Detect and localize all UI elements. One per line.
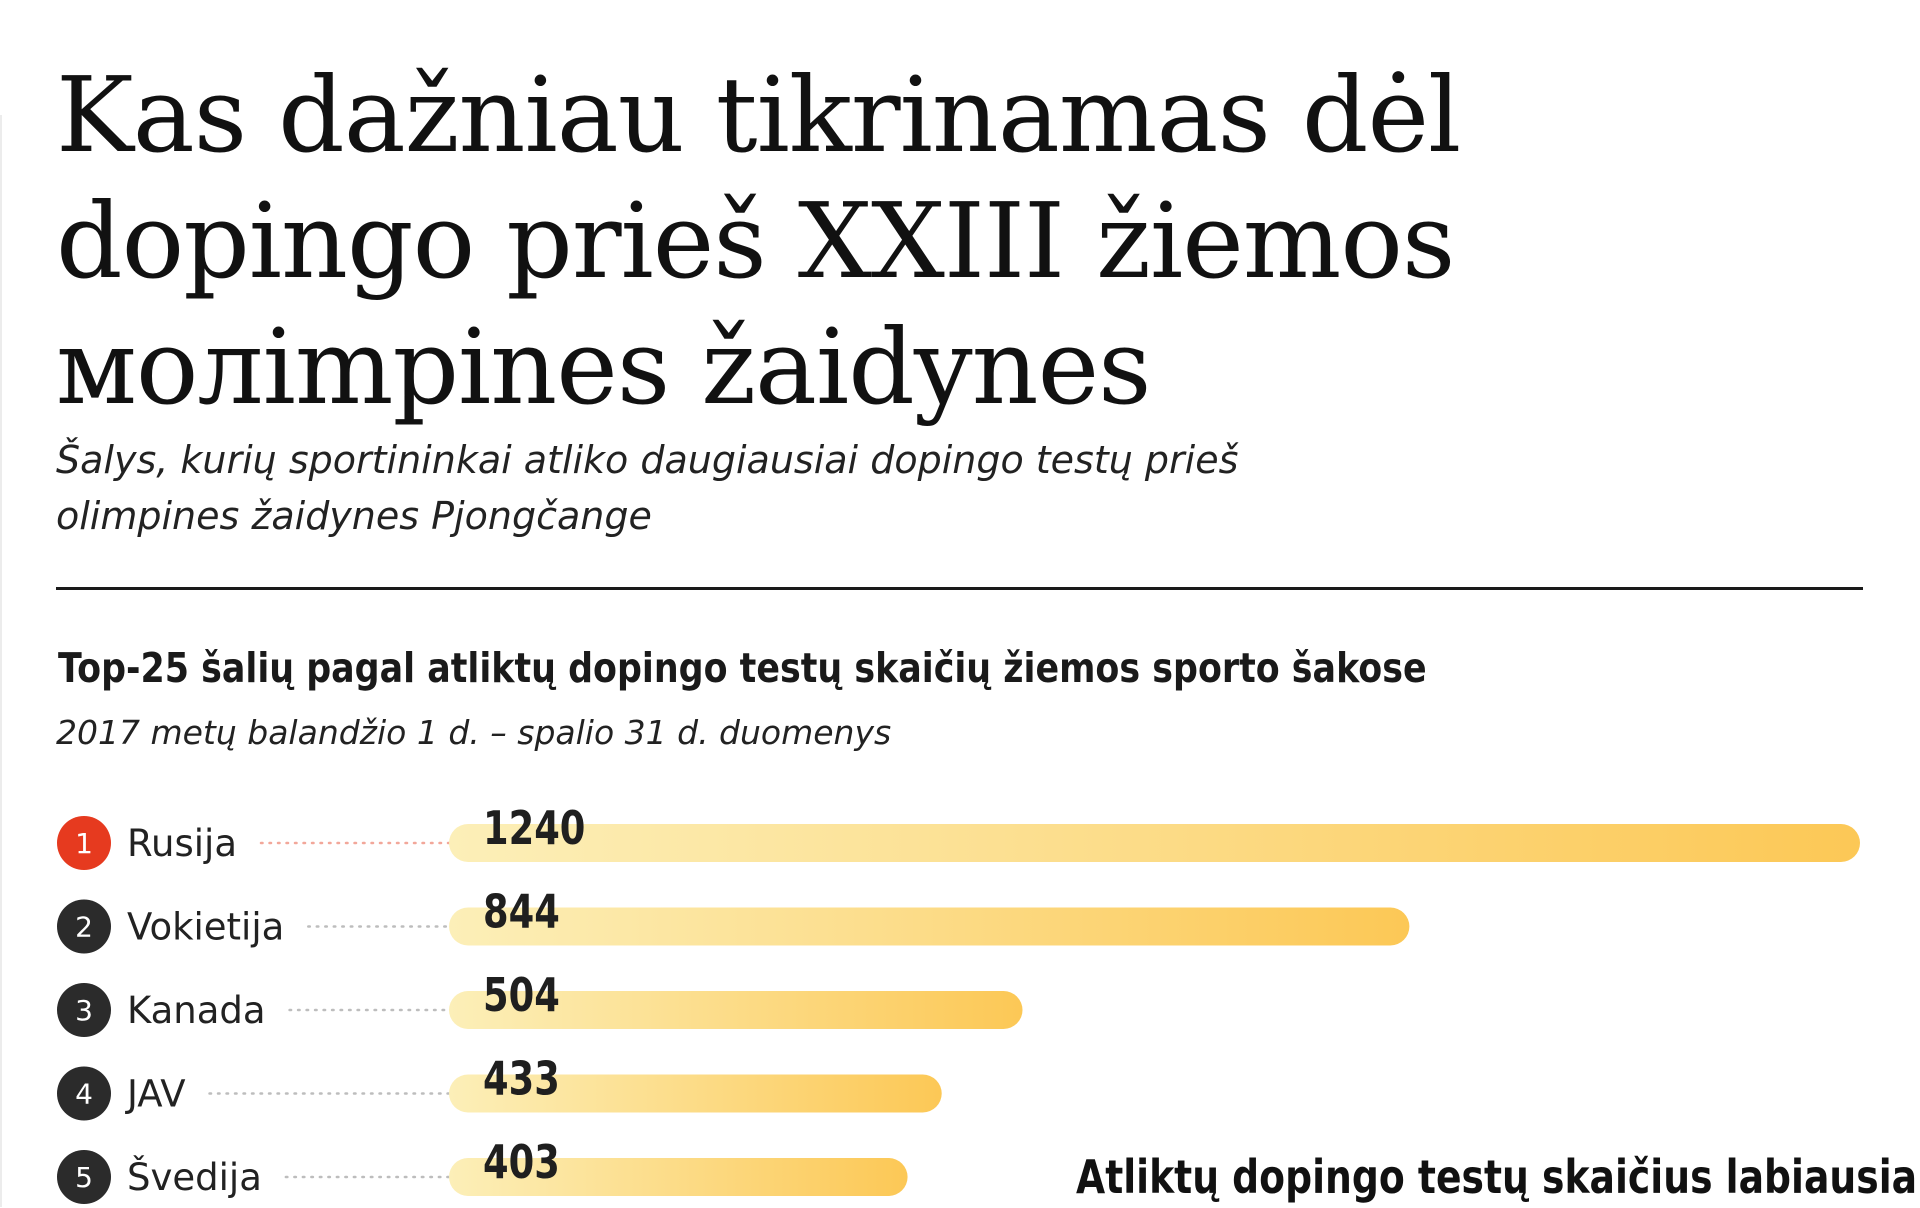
page-title: Kas dažniau tikrinamas dėl dopingo prieš… <box>56 54 1461 428</box>
page-subtitle: Šalys, kurių sportininkai atliko daugiau… <box>56 438 1239 538</box>
category-label: JAV <box>125 1073 186 1116</box>
rank-badge <box>57 1066 111 1121</box>
rank-number: 4 <box>75 1078 93 1111</box>
chart-title: Top-25 šalių pagal atliktų dopingo testų… <box>58 644 1427 692</box>
value-label: 433 <box>483 1051 560 1105</box>
value-label: 504 <box>483 968 560 1022</box>
bar <box>449 1074 942 1113</box>
rank-badge <box>57 816 111 870</box>
rank-badge <box>57 899 111 954</box>
bar <box>449 824 1860 862</box>
bar-row: 5 Švedija 403 <box>57 1135 908 1204</box>
bar-row: 1 Rusija 1240 <box>57 801 1860 870</box>
secondary-chart-title: Atliktų dopingo testų skaičius labiausia… <box>1076 1150 1920 1204</box>
value-label: 403 <box>483 1135 560 1189</box>
page-edge-line <box>0 115 2 1207</box>
section-divider <box>56 587 1863 590</box>
rank-number: 2 <box>75 911 93 944</box>
bar <box>449 907 1410 946</box>
rank-badge <box>57 983 111 1037</box>
category-label: Švedija <box>127 1155 262 1199</box>
bar-row: 4 JAV 433 <box>57 1051 942 1121</box>
rank-number: 3 <box>75 994 93 1027</box>
value-label: 1240 <box>483 801 585 855</box>
category-label: Rusija <box>127 822 237 865</box>
bar-row: 2 Vokietija 844 <box>57 884 1410 954</box>
rank-number: 1 <box>75 827 93 860</box>
chart-date-note: 2017 metų balandžio 1 d. – spalio 31 d. … <box>56 713 892 752</box>
bar <box>449 1158 908 1196</box>
bar-row: 3 Kanada 504 <box>57 968 1023 1037</box>
rank-badge <box>57 1150 111 1204</box>
bar <box>449 991 1023 1029</box>
category-label: Vokietija <box>127 906 284 949</box>
value-label: 844 <box>483 884 560 938</box>
rank-number: 5 <box>75 1161 93 1194</box>
category-label: Kanada <box>127 989 266 1032</box>
